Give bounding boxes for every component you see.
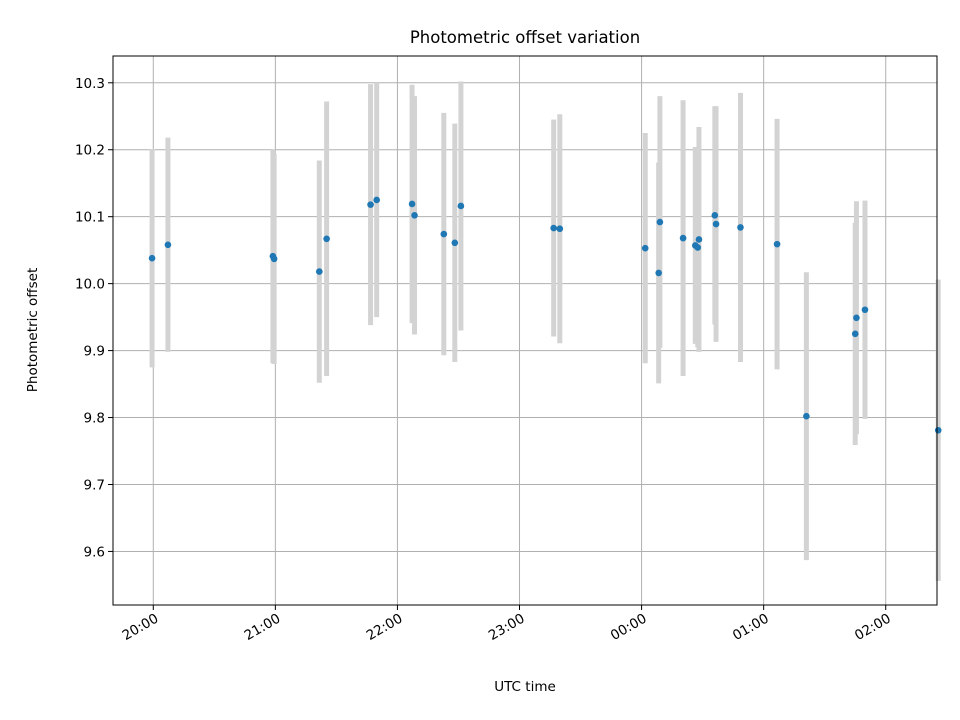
x-axis-label: UTC time [494,679,556,695]
y-tick-label: 9.6 [84,544,105,560]
data-point [440,230,448,238]
y-tick-label: 9.8 [84,411,105,427]
y-tick-label: 9.9 [84,344,105,360]
data-point [367,201,374,208]
data-point [861,306,869,314]
data-point [641,244,649,252]
y-tick-label: 10.3 [75,76,105,92]
y-tick-label: 10.0 [75,277,105,293]
data-point [550,224,557,232]
data-point [164,241,172,249]
data-point [711,212,719,219]
data-point [373,196,380,204]
data-point [656,218,664,226]
data-point [451,239,459,247]
data-point [148,254,156,262]
data-points [148,196,942,434]
y-tick-label: 10.1 [75,210,105,226]
data-point [556,225,564,233]
data-point [712,220,720,228]
chart-title: Photometric offset variation [410,28,640,47]
data-point [934,426,942,434]
data-point [694,244,702,251]
data-point [737,224,744,231]
data-point [655,269,662,277]
data-point [316,268,323,275]
data-point [411,212,418,219]
y-tick-label: 9.7 [84,477,105,493]
data-point [773,240,781,248]
data-point [270,255,278,263]
data-point [851,330,859,338]
y-axis-label: Photometric offset [25,268,41,392]
y-axis-ticks: 9.6 9.7 9.8 9.9 10.0 10.1 10.2 10.3 [75,76,113,560]
data-point [679,234,687,242]
data-point [695,236,703,243]
data-point [803,412,810,420]
data-point [408,200,416,208]
y-tick-label: 10.2 [75,143,105,159]
data-point [853,314,860,322]
plot-frame [112,55,938,606]
data-point [457,202,465,210]
data-point [323,235,330,243]
grid-lines [113,56,937,605]
